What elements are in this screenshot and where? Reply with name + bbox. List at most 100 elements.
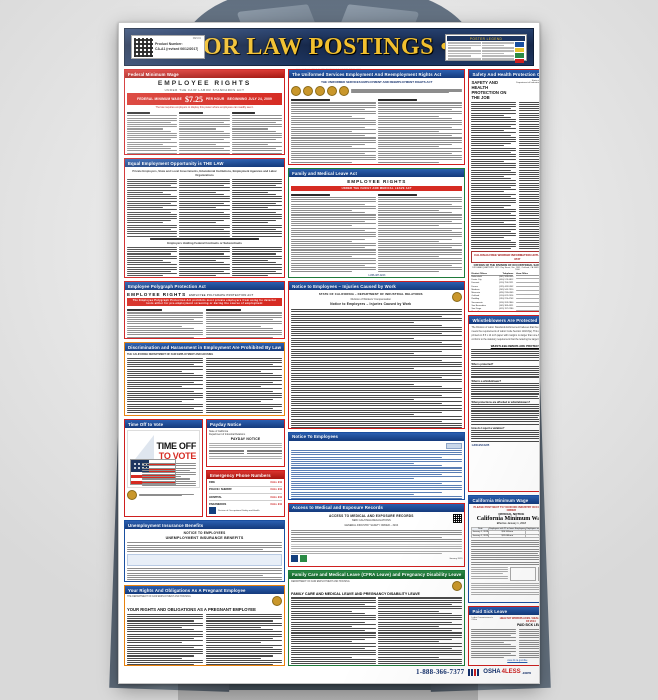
brand-logo[interactable]: OSHA 4LESS .com bbox=[483, 669, 531, 675]
posting-title: Discrimination and Harassment in Employm… bbox=[125, 343, 285, 352]
ui-subheading: UNEMPLOYMENT INSURANCE BENEFITS bbox=[165, 536, 244, 541]
camw-wage-table: Date Employers with 25 or fewer Employee… bbox=[471, 527, 539, 538]
camw-please-post: PLEASE POST NEXT TO YOUR IWC INDUSTRY OC… bbox=[473, 506, 540, 513]
table-row: Foster City (650) 573-3812 bbox=[471, 279, 513, 282]
posting-body: FIRE CALL 911 POLICE / SHERIFF CALL 911 bbox=[207, 479, 284, 516]
posting-body: DEPARTMENT OF FAIR EMPLOYMENT AND HOUSIN… bbox=[289, 579, 464, 665]
minimum-wage-label: FEDERAL MINIMUM WAGE bbox=[137, 97, 182, 102]
eeo-heading: Private Employers, State and Local Gover… bbox=[132, 169, 277, 178]
camw-row2-small: $11.00/hour bbox=[488, 533, 527, 538]
minimum-wage-unit: PER HOUR bbox=[205, 97, 225, 102]
psl-website: www.dir.ca.gov/dlse bbox=[507, 659, 528, 662]
posting-title: Equal Employment Opportunity is THE LAW bbox=[125, 159, 285, 168]
posting-body: Labor Commissioner's Office HEALTHY WORK… bbox=[469, 615, 539, 665]
office-name: Fremont bbox=[471, 282, 480, 285]
posting-notice-to-employees: Notice To Employees bbox=[288, 431, 466, 500]
polygraph-band: The Employee Polygraph Protection Act pr… bbox=[127, 298, 283, 307]
cfra-heading: FAMILY CARE AND MEDICAL LEAVE AND PREGNA… bbox=[291, 591, 420, 596]
product-revision-tag: REV01 bbox=[192, 37, 201, 40]
posting-title: Unemployment Insurance Benefits bbox=[125, 521, 285, 530]
posting-safety-health-protection: Safety And Health Protection On The Job … bbox=[468, 69, 539, 312]
office-phone: (510) 794-2521 bbox=[499, 282, 514, 285]
coast-guard-seal-icon bbox=[339, 85, 350, 96]
left-column: Federal Minimum Wage EMPLOYEE RIGHTS UND… bbox=[124, 69, 286, 666]
poster-legend-grid bbox=[447, 41, 525, 64]
office-phone: (661) 588-6400 bbox=[499, 275, 514, 278]
posting-body: The Division of Labor Standards Enforcem… bbox=[469, 324, 540, 491]
office-name: San Diego bbox=[471, 308, 482, 311]
emergency-row: FIRE CALL 911 bbox=[209, 481, 282, 484]
navy-seal-icon bbox=[303, 85, 314, 96]
dfeh-heading: THE CALIFORNIA DEPARTMENT OF FAIR EMPLOY… bbox=[127, 353, 214, 357]
office-phone: (916) 263-2800 bbox=[499, 301, 514, 304]
posting-equal-employment-opportunity: Equal Employment Opportunity is THE LAW … bbox=[124, 158, 286, 278]
office-name: Sacramento bbox=[471, 301, 483, 304]
table-row: Fresno (559) 445-5302 bbox=[471, 286, 513, 289]
qr-code-icon bbox=[134, 37, 153, 57]
cfra-agency: DEPARTMENT OF FAIR EMPLOYMENT AND HOUSIN… bbox=[291, 580, 350, 583]
vote-payday-row: Time Off to Vote TIME OFF TO VOTE bbox=[124, 418, 286, 518]
table-row: Modesto (209) 545-7310 bbox=[471, 289, 513, 292]
minimum-wage-columns bbox=[127, 111, 283, 154]
posting-time-off-to-vote: Time Off to Vote TIME OFF TO VOTE bbox=[124, 418, 204, 518]
table-row: Oakland (510) 622-2916 bbox=[471, 295, 513, 298]
polygraph-heading: EMPLOYEE RIGHTS bbox=[127, 292, 187, 298]
product-number-value: CA-A1 (revised 06/12/2017) bbox=[155, 47, 199, 51]
emergency-label-fire: FIRE bbox=[209, 481, 215, 485]
posting-injuries-caused-by-work: Notice to Employees – Injuries Caused by… bbox=[288, 281, 466, 429]
posting-federal-minimum-wage: Federal Minimum Wage EMPLOYEE RIGHTS UND… bbox=[124, 69, 286, 155]
whistleblower-intro: The Division of Labor Standards Enforcem… bbox=[471, 326, 540, 341]
office-name: Oakland bbox=[471, 295, 480, 298]
table-row: Monrovia (626) 239-0369 bbox=[471, 292, 513, 295]
payday-field-time[interactable] bbox=[209, 452, 245, 455]
osha-logo-icon bbox=[300, 555, 308, 563]
legend-color-swatches bbox=[515, 42, 524, 63]
whistleblower-q2: What is a whistleblower? bbox=[471, 379, 502, 383]
footer-phone[interactable]: 1-888-366-7377 bbox=[416, 668, 465, 676]
posting-title: Notice To Employees bbox=[289, 432, 465, 441]
office-phone: (510) 622-2916 bbox=[499, 295, 514, 298]
emergency-value-hospital: CALL 911 bbox=[270, 495, 283, 499]
payday-field-day-of-week[interactable] bbox=[247, 450, 283, 452]
table-row: San Diego (619) 767-2280 bbox=[471, 308, 513, 311]
posting-employee-polygraph-protection-act: Employee Polygraph Protection Act EMPLOY… bbox=[124, 281, 286, 339]
polygraph-subheading: EMPLOYEE POLYGRAPH PROTECTION ACT bbox=[189, 294, 254, 298]
district-offices-table: District Offices Telephone Bakersfield (6… bbox=[471, 273, 514, 311]
posting-body: EMPLOYEE RIGHTS UNDER THE FAIR LABOR STA… bbox=[125, 78, 284, 154]
office-phone: (909) 383-4321 bbox=[499, 304, 514, 307]
posting-body: EMPLOYEE RIGHTS EMPLOYEE POLYGRAPH PROTE… bbox=[125, 290, 284, 338]
posting-title: Your Rights And Obligations As A Pregnan… bbox=[125, 586, 285, 595]
minimum-wage-bar: FEDERAL MINIMUM WAGE $7.25 PER HOUR BEGI… bbox=[127, 93, 283, 106]
payday-field-regular-paydays[interactable] bbox=[209, 450, 245, 452]
emergency-label-hospital: HOSPITAL bbox=[209, 495, 222, 499]
payday-field-place[interactable] bbox=[247, 452, 283, 455]
posting-paid-sick-leave: Paid Sick Leave Labor Commissioner's Off… bbox=[468, 606, 539, 666]
emergency-label-police: POLICE / SHERIFF bbox=[209, 488, 232, 492]
poster-banner: Product Number: CA-A1 (revised 06/12/201… bbox=[124, 28, 534, 71]
userra-seal-row bbox=[291, 85, 463, 96]
fmla-contact: 1-866-487-9243 bbox=[368, 274, 386, 277]
office-phone: (209) 545-7310 bbox=[499, 288, 514, 291]
pregnancy-agency: THE DEPARTMENT OF FAIR EMPLOYMENT AND HO… bbox=[127, 596, 191, 599]
office-phone: (626) 239-0369 bbox=[499, 291, 514, 294]
area-offices-table: Area Office bbox=[516, 272, 539, 311]
records-date: January 2015 bbox=[449, 557, 463, 560]
posting-title: Notice to Employees – Injuries Caused by… bbox=[289, 282, 465, 291]
col-header-area-office: Area Office bbox=[516, 272, 528, 275]
state-seal-icon bbox=[452, 292, 463, 303]
posting-access-medical-exposure-records: Access to Medical and Exposure Records A… bbox=[288, 502, 466, 567]
brand-second: 4LESS bbox=[501, 669, 521, 675]
payday-emergency-stack: Payday Notice State of California Depart… bbox=[206, 418, 286, 518]
product-number-text: Product Number: CA-A1 (revised 06/12/201… bbox=[155, 42, 198, 52]
office-phone: (559) 445-5302 bbox=[499, 285, 514, 288]
camw-row2-date: January 1, 2019 bbox=[471, 533, 490, 538]
posting-title: Time Off to Vote bbox=[125, 419, 203, 429]
office-name: Fresno bbox=[471, 285, 478, 288]
payday-agency: State of California bbox=[209, 430, 229, 434]
posting-title: Payday Notice bbox=[207, 419, 285, 429]
state-seal-icon bbox=[127, 489, 137, 500]
posting-title: The Uniformed Services Employment And Re… bbox=[289, 70, 465, 79]
posting-userra: The Uniformed Services Employment And Re… bbox=[288, 69, 466, 165]
edd-logo-icon bbox=[446, 442, 463, 449]
